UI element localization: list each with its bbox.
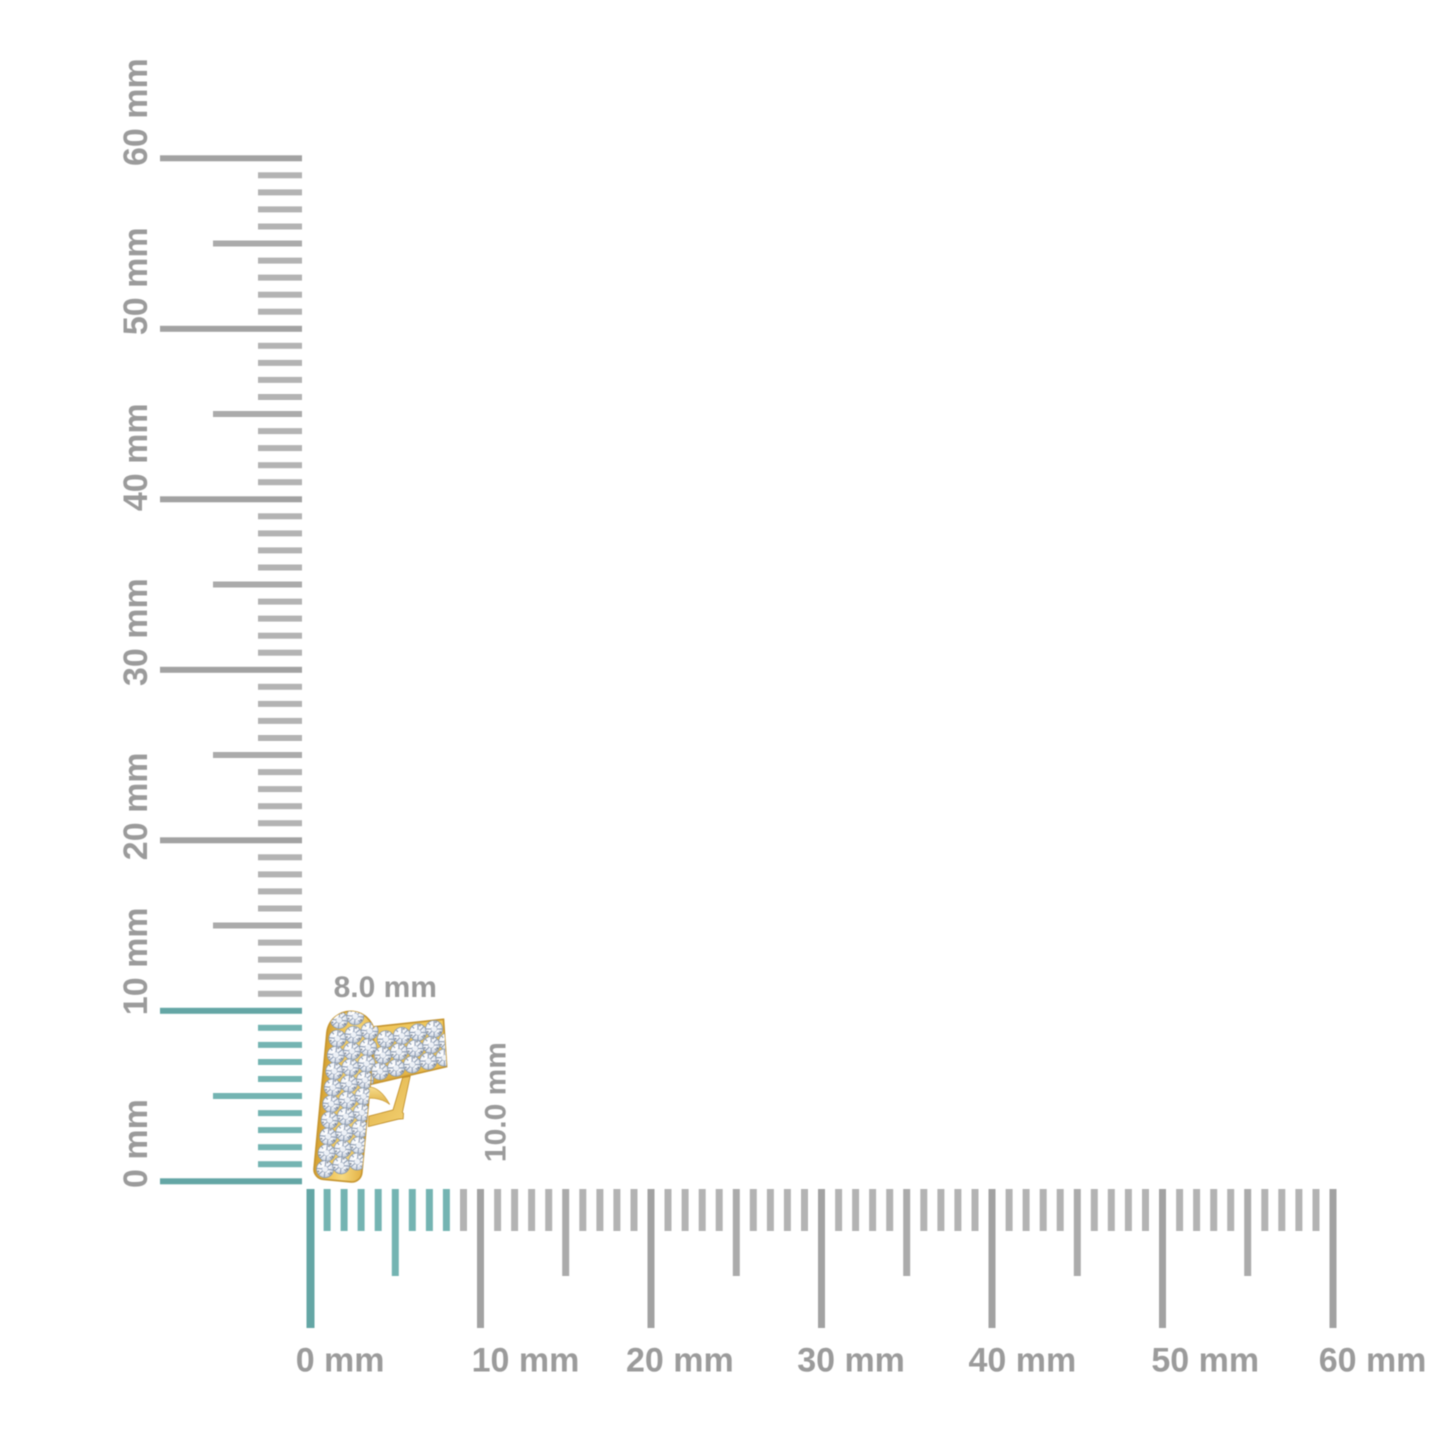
svg-text:30 mm: 30 mm — [117, 578, 155, 686]
svg-text:10 mm: 10 mm — [472, 1342, 580, 1380]
svg-text:40 mm: 40 mm — [969, 1342, 1077, 1380]
svg-text:20 mm: 20 mm — [117, 752, 155, 860]
svg-text:60 mm: 60 mm — [117, 58, 155, 166]
svg-text:0 mm: 0 mm — [296, 1342, 385, 1380]
svg-text:20 mm: 20 mm — [626, 1342, 734, 1380]
svg-text:0 mm: 0 mm — [117, 1099, 155, 1188]
svg-text:8.0 mm: 8.0 mm — [334, 971, 437, 1004]
svg-text:30 mm: 30 mm — [797, 1342, 905, 1380]
svg-text:40 mm: 40 mm — [117, 403, 155, 511]
svg-text:60 mm: 60 mm — [1319, 1342, 1427, 1380]
svg-text:50 mm: 50 mm — [117, 227, 155, 335]
svg-text:50 mm: 50 mm — [1151, 1342, 1259, 1380]
svg-text:10 mm: 10 mm — [117, 907, 155, 1015]
svg-text:10.0 mm: 10.0 mm — [480, 1042, 513, 1162]
